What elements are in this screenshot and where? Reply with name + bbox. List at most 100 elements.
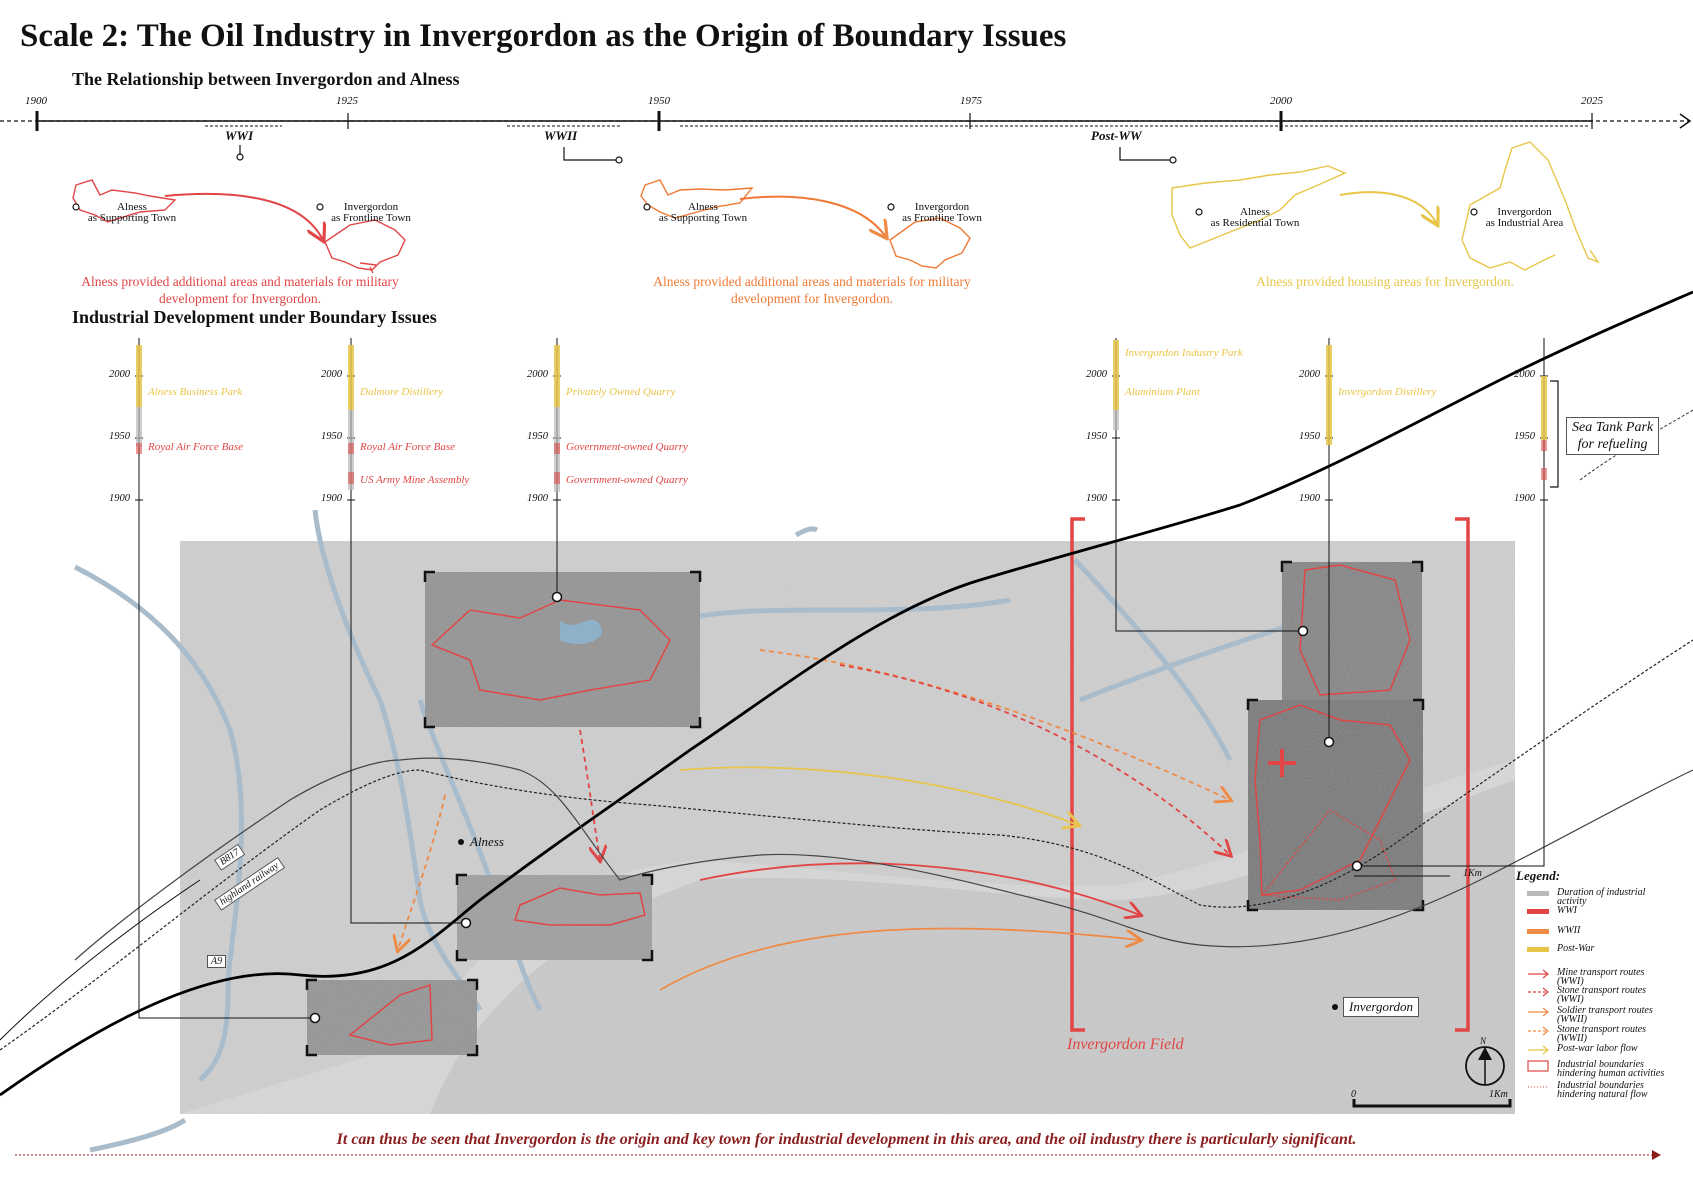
legend-item-label: Soldier transport routes (WWII): [1557, 1005, 1653, 1025]
col6-year-1950: 1950: [1514, 431, 1535, 442]
scale-start-label: 0: [1351, 1089, 1356, 1100]
industrial-boundaries: [348, 564, 1411, 1046]
site-royal-air-force-base-2: Royal Air Force Base: [360, 441, 456, 453]
timeline-year-1925: 1925: [336, 95, 358, 107]
legend-bar-icon: [1527, 947, 1549, 952]
conclusion-text: It can thus be seen that Invergordon is …: [336, 1131, 1357, 1148]
photo-brackets: [305, 560, 1425, 1057]
axis-ticks: [135, 375, 1548, 501]
leader-lines: [138, 500, 1545, 1019]
col3-year-1950: 1950: [527, 431, 548, 442]
site-dalmore-distillery: Dalmore Distillery: [360, 386, 443, 398]
timeline-year-1900: 1900: [25, 95, 47, 107]
legend-item-label: WWI: [1557, 905, 1577, 916]
town-points: [72, 203, 1478, 216]
legend-box-icon: [1527, 1060, 1549, 1072]
phase1-note: Alness provided additional areas and mat…: [81, 274, 399, 306]
legend-item-label: Mine transport routes (WWI): [1557, 967, 1645, 987]
timeline-year-1975: 1975: [960, 95, 982, 107]
legend-bar-icon: [1527, 909, 1549, 914]
legend-item-label: WWII: [1557, 925, 1581, 936]
phase2-to-label: Invergordon as Frontline Town: [902, 201, 982, 224]
site-alness-business-park: Alness Business Park: [148, 386, 243, 398]
site-us-army-mine-assembly: US Army Mine Assembly: [360, 474, 470, 486]
label-a9: A9: [207, 955, 227, 968]
col2-year-1900: 1900: [321, 493, 342, 504]
north-arrow-icon: [1465, 1046, 1505, 1086]
label-invergordon-field: Invergordon Field: [1067, 1036, 1184, 1053]
legend-solid-arrow-icon: [1528, 969, 1549, 979]
phase3-from-label: Alness as Residential Town: [1210, 206, 1300, 229]
legend-dashed-arrow-icon: [1528, 1026, 1549, 1036]
phase2-note: Alness provided additional areas and mat…: [653, 274, 971, 306]
timeline-year-2025: 2025: [1581, 95, 1603, 107]
timeline-year-2000: 2000: [1270, 95, 1292, 107]
legend-solid-arrow-icon: [1528, 1007, 1549, 1017]
legend-item-label: Duration of industrial activity: [1557, 887, 1646, 907]
phase1-from-label: Alness as Supporting Town: [87, 201, 177, 224]
col2-year-2000: 2000: [321, 369, 342, 380]
legend-item-label: Post-War: [1557, 943, 1595, 954]
phase1-outlines: [72, 179, 406, 274]
alness-dot: [458, 839, 464, 845]
label-alness: Alness: [470, 834, 504, 849]
industrial-heading: Industrial Development under Boundary Is…: [72, 307, 437, 327]
timeline-heading: The Relationship between Invergordon and…: [72, 69, 460, 89]
scale-bar: [1352, 1099, 1512, 1108]
col6-year-2000: 2000: [1514, 369, 1535, 380]
timeline-year-1950: 1950: [648, 95, 670, 107]
phase2-from-label: Alness as Supporting Town: [658, 201, 748, 224]
phase3-to-label: Invergordon as Industrial Area: [1485, 206, 1564, 229]
legend-item-label: Industrial boundaries hindering human ac…: [1557, 1059, 1665, 1079]
period-wwi: WWI: [225, 128, 254, 143]
plant-marker-icon: [1268, 749, 1296, 777]
col1-year-1950: 1950: [109, 431, 130, 442]
legend-item-label: Industrial boundaries hindering natural …: [1557, 1080, 1648, 1100]
sea-tank-park-callout: Sea Tank Park for refueling: [1566, 417, 1660, 455]
legend-item-label: Stone transport routes (WWII): [1557, 1024, 1647, 1044]
highland-railway: [0, 639, 1693, 1051]
site-privately-owned-quarry: Privately Owned Quarry: [566, 386, 676, 398]
transport-routes: [398, 649, 1230, 991]
field-bracket-right: [1455, 517, 1470, 1032]
col3-year-2000: 2000: [527, 369, 548, 380]
phase1-to-label: Invergordon as Frontline Town: [331, 201, 411, 224]
legend-title: Legend:: [1516, 868, 1561, 883]
period-post-ww: Post-WW: [1091, 128, 1142, 143]
col5-year-1950: 1950: [1299, 431, 1320, 442]
road-network: [0, 290, 1693, 1097]
col5-year-2000: 2000: [1299, 369, 1320, 380]
col2-year-1950: 1950: [321, 431, 342, 442]
phase3-arrow: [1339, 191, 1437, 224]
site-government-quarry-1: Government-owned Quarry: [566, 441, 688, 453]
legend-bar-icon: [1527, 929, 1549, 934]
phase2-outlines: [640, 179, 971, 269]
scale-mark-label: 1Km: [1463, 868, 1482, 879]
industry-timelines: [135, 338, 1559, 530]
site-invergordon-industry-park: Invergordon Industry Park: [1125, 347, 1243, 359]
phase3-outlines: [1171, 141, 1600, 271]
site-aluminium-plant: Aluminium Plant: [1125, 386, 1200, 398]
label-invergordon: Invergordon: [1343, 997, 1420, 1017]
col4-year-1950: 1950: [1086, 431, 1107, 442]
road-a9: [0, 290, 1693, 1097]
north-label: N: [1480, 1036, 1487, 1046]
legend-bar-icon: [1527, 891, 1549, 896]
legend-solid-arrow-icon: [1528, 1045, 1549, 1055]
site-royal-air-force-base-1: Royal Air Force Base: [148, 441, 244, 453]
site-invergordon-distillery: Invergordon Distillery: [1338, 386, 1437, 398]
col6-year-1900: 1900: [1514, 493, 1535, 504]
legend-item-label: Stone transport routes (WWI): [1557, 985, 1647, 1005]
legend-dashed-arrow-icon: [1528, 987, 1549, 997]
col4-year-1900: 1900: [1086, 493, 1107, 504]
road-b817: [74, 757, 1693, 961]
legend-dotted-icon: [1528, 1086, 1548, 1088]
col1-year-1900: 1900: [109, 493, 130, 504]
phase2-arrow: [739, 195, 886, 237]
page-title: Scale 2: The Oil Industry in Invergordon…: [20, 18, 1067, 54]
phase1-arrow: [164, 192, 323, 240]
field-bracket-left: [1070, 517, 1085, 1032]
site-markers: [309, 591, 1363, 1024]
col5-year-1900: 1900: [1299, 493, 1320, 504]
